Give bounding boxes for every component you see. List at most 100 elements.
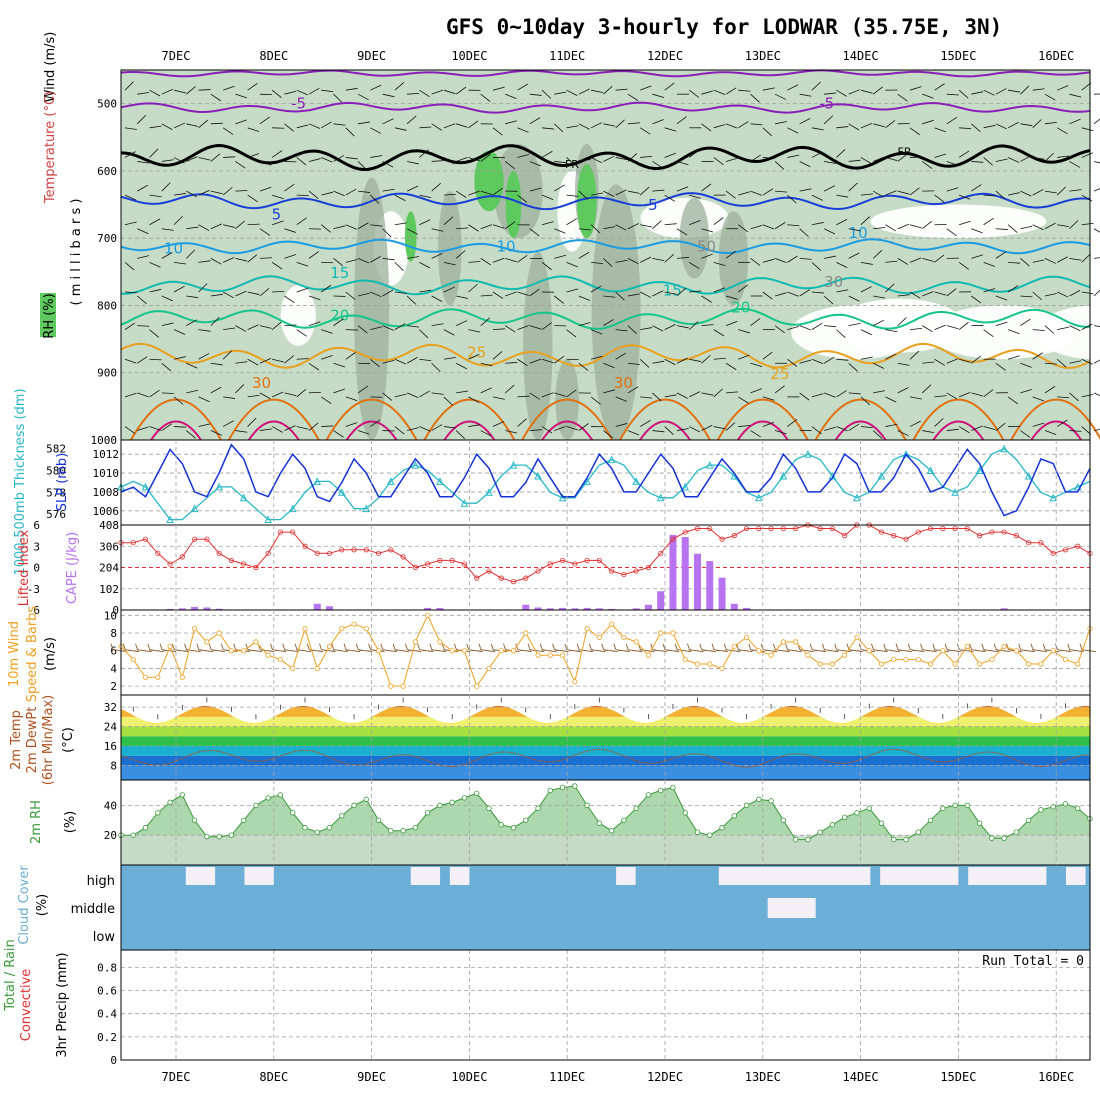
wind-barb <box>333 190 345 197</box>
surface-wind-barb <box>726 649 741 653</box>
wind-speed-marker <box>535 652 541 658</box>
wind-barb <box>370 419 381 427</box>
wind-barb <box>983 426 996 431</box>
surface-wind-barb-flag <box>110 643 114 650</box>
wind-barb <box>1007 157 1020 163</box>
wind-speed-marker <box>351 621 357 627</box>
wind-speed-marker <box>191 625 198 632</box>
wind-barb <box>296 287 309 293</box>
cloud-label-b: (%) <box>35 894 50 917</box>
surface-wind-barb <box>775 649 790 653</box>
wind-barb <box>860 122 873 129</box>
rh-marker <box>559 784 566 791</box>
surface-wind-barb <box>1057 649 1072 653</box>
wind-barb <box>615 396 627 402</box>
wind-barb <box>1044 152 1054 162</box>
thickness-marker <box>632 477 640 485</box>
wind-barb <box>554 426 566 431</box>
wind-barb <box>124 291 138 294</box>
wind-speed-marker <box>927 661 934 667</box>
thickness-tick: 576 <box>46 508 66 521</box>
contour-label: 5 <box>272 206 282 224</box>
wind-barb <box>1093 289 1100 297</box>
rh-line <box>121 785 1091 841</box>
wind-barb <box>591 261 604 265</box>
wind-barb <box>492 224 505 229</box>
wind-barb <box>566 288 579 293</box>
wind-barb <box>210 362 223 366</box>
wind-barb <box>934 83 945 91</box>
wind-barb <box>345 87 358 91</box>
wind-barb <box>848 182 858 192</box>
wind-barb <box>223 224 235 228</box>
wind-barb <box>1057 256 1068 263</box>
wind-barb <box>173 215 183 226</box>
wind-barb <box>137 426 149 431</box>
wind-barb <box>333 225 346 230</box>
wind-speed-marker <box>940 648 946 654</box>
wind-barb <box>738 425 751 427</box>
cape-tick: 204 <box>99 562 119 575</box>
wind-barb <box>946 187 959 192</box>
thickness-marker <box>755 493 763 502</box>
wind-barb <box>137 295 147 305</box>
diurnal-isotherm-hot <box>1030 420 1083 441</box>
wind-barb <box>1069 220 1079 230</box>
wind-barb <box>222 85 235 91</box>
wind-barb <box>836 390 847 398</box>
diurnal-isotherm <box>814 398 907 441</box>
wind-barb <box>627 190 640 194</box>
wind-barb <box>725 123 738 129</box>
moist-region <box>353 177 390 440</box>
wind-barb <box>186 295 199 299</box>
wind-barb <box>419 194 432 198</box>
wet-region <box>576 164 597 239</box>
wind-barb <box>480 258 491 266</box>
surface-wind-barb-flag <box>392 643 396 650</box>
wind-barb <box>799 359 812 364</box>
wind-speed-marker <box>989 656 995 663</box>
surface-wind-barb <box>137 649 152 653</box>
wind-barb <box>541 194 554 200</box>
cape-tick: 0 <box>112 604 119 617</box>
surface-wind-barb <box>836 649 851 653</box>
wind-barb <box>173 122 186 129</box>
wind-barb <box>149 218 161 226</box>
wind-barb <box>762 291 773 300</box>
pressure-tick: 1000 <box>91 434 118 447</box>
wind-barb <box>811 262 822 271</box>
contour-label: 30 <box>252 374 271 392</box>
wind-barb <box>688 89 700 98</box>
wind-speed-marker <box>474 683 480 689</box>
wind-speed-marker <box>915 656 921 663</box>
thickness-tick: 580 <box>46 465 66 478</box>
wind-barb <box>713 157 724 165</box>
cape-bar <box>669 535 677 610</box>
wind-barb <box>394 358 407 365</box>
wind-speed-marker <box>265 652 271 658</box>
wind-barb <box>995 158 1008 162</box>
cape-bar <box>559 607 567 610</box>
rh-marker <box>878 820 885 826</box>
wind-barb <box>136 115 147 125</box>
surface-wind-barb-flag <box>171 643 175 650</box>
wind-barb <box>627 430 640 436</box>
wind-barb <box>345 422 358 427</box>
wind-barb <box>750 362 763 367</box>
wind-barb <box>848 423 860 431</box>
wind-barb <box>480 294 493 297</box>
wind-barb <box>529 325 542 330</box>
wind-barb <box>1057 224 1070 227</box>
surface-wind-barb-flag <box>932 643 936 650</box>
wind-barb <box>971 355 982 364</box>
cape-bar <box>693 553 701 610</box>
diurnal-isotherm <box>423 398 516 441</box>
lifted-index-marker <box>265 550 271 556</box>
wind-barb <box>431 323 444 327</box>
wind-barb <box>676 161 689 166</box>
wind-speed-marker <box>829 661 836 667</box>
wind-barb <box>983 157 993 166</box>
wind-barb <box>824 92 837 95</box>
slp-tick: 1006 <box>93 505 120 518</box>
